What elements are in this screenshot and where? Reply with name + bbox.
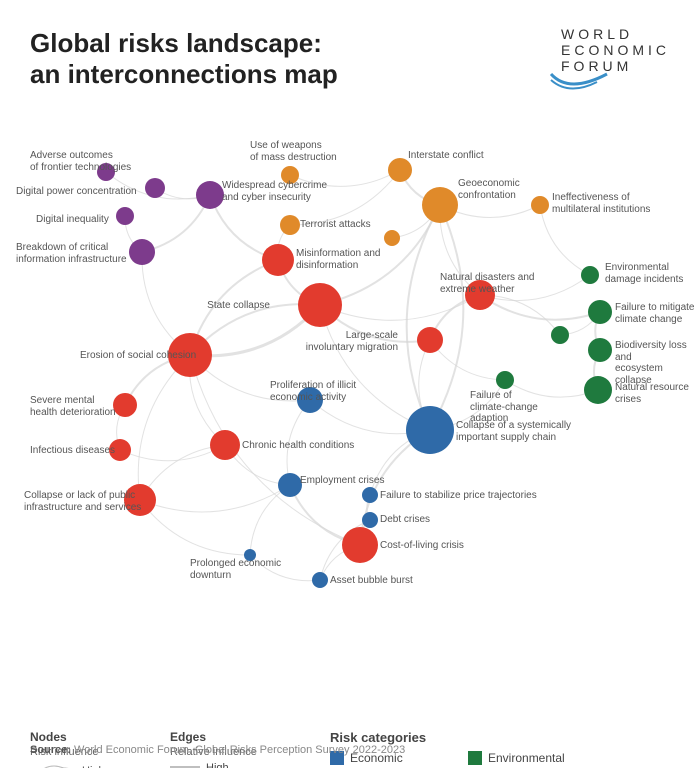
- legend-edge-label: High: [206, 762, 229, 768]
- node-nat_dis: [465, 280, 495, 310]
- legend-edge-row: High: [170, 762, 300, 768]
- node-adv_frontier: [97, 163, 115, 181]
- source-label: Source:: [30, 744, 71, 756]
- legend-categories-title: Risk categories: [330, 730, 668, 745]
- node-dig_ineq: [116, 207, 134, 225]
- node-chronic: [210, 430, 240, 460]
- node-migration: [417, 327, 443, 353]
- source-text: World Economic Forum, Global Risks Perce…: [74, 744, 405, 756]
- node-misinfo: [262, 244, 294, 276]
- node-supply: [406, 406, 454, 454]
- edge: [140, 485, 290, 512]
- source-line: Source: World Economic Forum, Global Ris…: [30, 744, 405, 756]
- edge: [430, 205, 463, 430]
- edge: [320, 205, 440, 305]
- node-downturn: [244, 549, 256, 561]
- edge: [250, 555, 320, 581]
- edge: [505, 380, 598, 397]
- legend-category-environmental: Environmental: [468, 751, 588, 765]
- node-biodiv: [588, 338, 612, 362]
- node-pub_infra: [124, 484, 156, 516]
- node-nat_res: [584, 376, 612, 404]
- node-prolif: [297, 387, 323, 413]
- edge: [290, 170, 400, 186]
- node-wmd: [281, 166, 299, 184]
- node-geoecon: [422, 187, 458, 223]
- edge: [287, 400, 310, 485]
- node-bubble: [312, 572, 328, 588]
- node-state_collapse: [298, 283, 342, 327]
- node-col: [342, 527, 378, 563]
- node-terror: [280, 215, 300, 235]
- node-employ: [278, 473, 302, 497]
- infographic-stage: Global risks landscape: an interconnecti…: [0, 0, 698, 768]
- node-interstate: [388, 158, 412, 182]
- node-cybercrime: [196, 181, 224, 209]
- node-price: [362, 487, 378, 503]
- edge: [480, 275, 590, 301]
- legend-category-swatch: [468, 751, 482, 765]
- edge: [540, 205, 590, 275]
- node-adapt2: [551, 326, 569, 344]
- node-crit_infra: [129, 239, 155, 265]
- legend-nodes-title: Nodes: [30, 730, 160, 744]
- node-debt: [362, 512, 378, 528]
- node-dig_power: [145, 178, 165, 198]
- node-env_dmg: [581, 266, 599, 284]
- edge: [320, 305, 430, 430]
- node-erosion: [168, 333, 212, 377]
- legend-edges-title: Edges: [170, 730, 300, 744]
- edge: [250, 485, 290, 555]
- legend-category-label: Environmental: [488, 751, 565, 765]
- node-mental: [113, 393, 137, 417]
- node-mitigate: [588, 300, 612, 324]
- node-adapt: [496, 371, 514, 389]
- node-multilat: [531, 196, 549, 214]
- node-infect: [109, 439, 131, 461]
- network-diagram: [0, 0, 698, 768]
- node-geoecon2: [384, 230, 400, 246]
- legend-nodes-icon: HighMediumLow: [30, 762, 150, 768]
